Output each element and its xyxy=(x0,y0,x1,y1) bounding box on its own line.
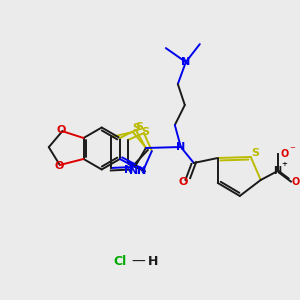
Text: N: N xyxy=(176,142,185,152)
Text: Cl: Cl xyxy=(113,255,127,268)
Text: S: S xyxy=(141,127,149,137)
Text: +: + xyxy=(282,161,288,167)
Text: O: O xyxy=(292,177,300,187)
Text: H: H xyxy=(148,255,158,268)
Text: O: O xyxy=(54,161,64,171)
Text: −: − xyxy=(290,145,296,151)
Text: —: — xyxy=(131,255,145,269)
Text: N: N xyxy=(124,165,134,175)
Text: N: N xyxy=(273,166,281,176)
Text: N: N xyxy=(137,166,146,176)
Text: N: N xyxy=(181,57,190,67)
Text: O: O xyxy=(280,149,289,159)
Text: S: S xyxy=(135,122,143,132)
Text: N: N xyxy=(129,166,139,176)
Text: O: O xyxy=(57,125,66,135)
Text: O: O xyxy=(178,177,188,187)
Text: S: S xyxy=(132,123,140,133)
Text: S: S xyxy=(252,148,260,158)
